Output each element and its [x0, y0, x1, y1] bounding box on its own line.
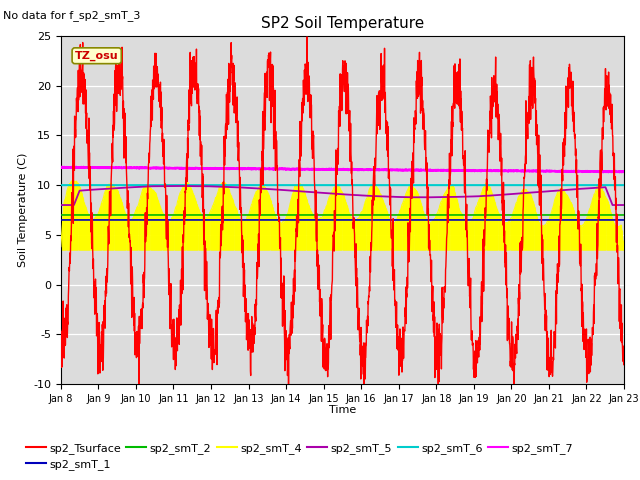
- sp2_Tsurface: [507, 358, 515, 364]
- sp2_smT_7: [506, 168, 514, 173]
- sp2_smT_1: [359, 217, 367, 223]
- sp2_smT_5: [57, 202, 65, 208]
- sp2_smT_1: [214, 217, 221, 223]
- sp2_smT_4: [571, 210, 579, 216]
- Text: TZ_osu: TZ_osu: [75, 50, 118, 61]
- Line: sp2_smT_5: sp2_smT_5: [61, 186, 624, 205]
- sp2_smT_4: [359, 207, 367, 213]
- sp2_smT_6: [620, 182, 628, 188]
- sp2_smT_2: [359, 212, 367, 218]
- sp2_smT_7: [599, 169, 607, 175]
- sp2_smT_4: [371, 183, 379, 189]
- sp2_smT_7: [57, 164, 65, 170]
- sp2_smT_2: [371, 212, 379, 218]
- sp2_smT_7: [571, 168, 579, 174]
- Line: sp2_Tsurface: sp2_Tsurface: [61, 37, 624, 384]
- Y-axis label: Soil Temperature (C): Soil Temperature (C): [17, 153, 28, 267]
- sp2_smT_2: [620, 212, 628, 218]
- sp2_smT_7: [586, 168, 594, 174]
- sp2_Tsurface: [359, 360, 367, 366]
- sp2_Tsurface: [586, 369, 594, 375]
- sp2_smT_2: [586, 212, 594, 218]
- sp2_smT_6: [506, 182, 514, 188]
- sp2_smT_1: [586, 217, 594, 223]
- sp2_smT_4: [506, 217, 514, 223]
- sp2_smT_2: [57, 212, 65, 218]
- sp2_smT_7: [620, 169, 628, 175]
- sp2_smT_2: [506, 212, 514, 218]
- X-axis label: Time: Time: [329, 405, 356, 415]
- sp2_Tsurface: [571, 135, 579, 141]
- sp2_smT_6: [570, 182, 578, 188]
- sp2_smT_7: [371, 167, 379, 172]
- sp2_smT_1: [570, 217, 578, 223]
- sp2_Tsurface: [57, 327, 65, 333]
- sp2_smT_4: [68, 178, 76, 183]
- sp2_smT_4: [214, 189, 222, 195]
- sp2_Tsurface: [214, 297, 222, 303]
- sp2_Tsurface: [303, 34, 311, 40]
- Text: No data for f_sp2_smT_3: No data for f_sp2_smT_3: [3, 11, 141, 22]
- sp2_smT_5: [371, 193, 379, 199]
- sp2_smT_4: [620, 247, 628, 252]
- Title: SP2 Soil Temperature: SP2 Soil Temperature: [260, 16, 424, 31]
- sp2_smT_7: [72, 164, 80, 170]
- sp2_smT_7: [359, 167, 367, 173]
- sp2_smT_7: [214, 166, 222, 171]
- sp2_smT_5: [359, 192, 367, 198]
- sp2_smT_1: [57, 217, 65, 223]
- sp2_smT_4: [586, 205, 594, 211]
- sp2_smT_5: [620, 202, 628, 208]
- sp2_smT_6: [359, 182, 367, 188]
- sp2_smT_6: [586, 182, 594, 188]
- sp2_smT_4: [57, 244, 65, 250]
- sp2_Tsurface: [620, 343, 628, 349]
- sp2_smT_1: [506, 217, 514, 223]
- sp2_smT_6: [57, 182, 65, 188]
- sp2_smT_6: [214, 182, 221, 188]
- sp2_smT_5: [173, 183, 180, 189]
- sp2_smT_5: [571, 186, 579, 192]
- sp2_Tsurface: [135, 381, 143, 387]
- sp2_smT_2: [570, 212, 578, 218]
- sp2_Tsurface: [372, 165, 380, 171]
- sp2_smT_1: [371, 217, 379, 223]
- sp2_smT_2: [214, 212, 221, 218]
- Line: sp2_smT_4: sp2_smT_4: [61, 180, 624, 250]
- sp2_smT_5: [214, 184, 222, 190]
- sp2_smT_6: [371, 182, 379, 188]
- Line: sp2_smT_7: sp2_smT_7: [61, 167, 624, 172]
- sp2_smT_5: [506, 191, 514, 197]
- sp2_smT_5: [586, 185, 594, 191]
- Legend: sp2_Tsurface, sp2_smT_1, sp2_smT_2, sp2_smT_4, sp2_smT_5, sp2_smT_6, sp2_smT_7: sp2_Tsurface, sp2_smT_1, sp2_smT_2, sp2_…: [21, 438, 577, 475]
- sp2_smT_1: [620, 217, 628, 223]
